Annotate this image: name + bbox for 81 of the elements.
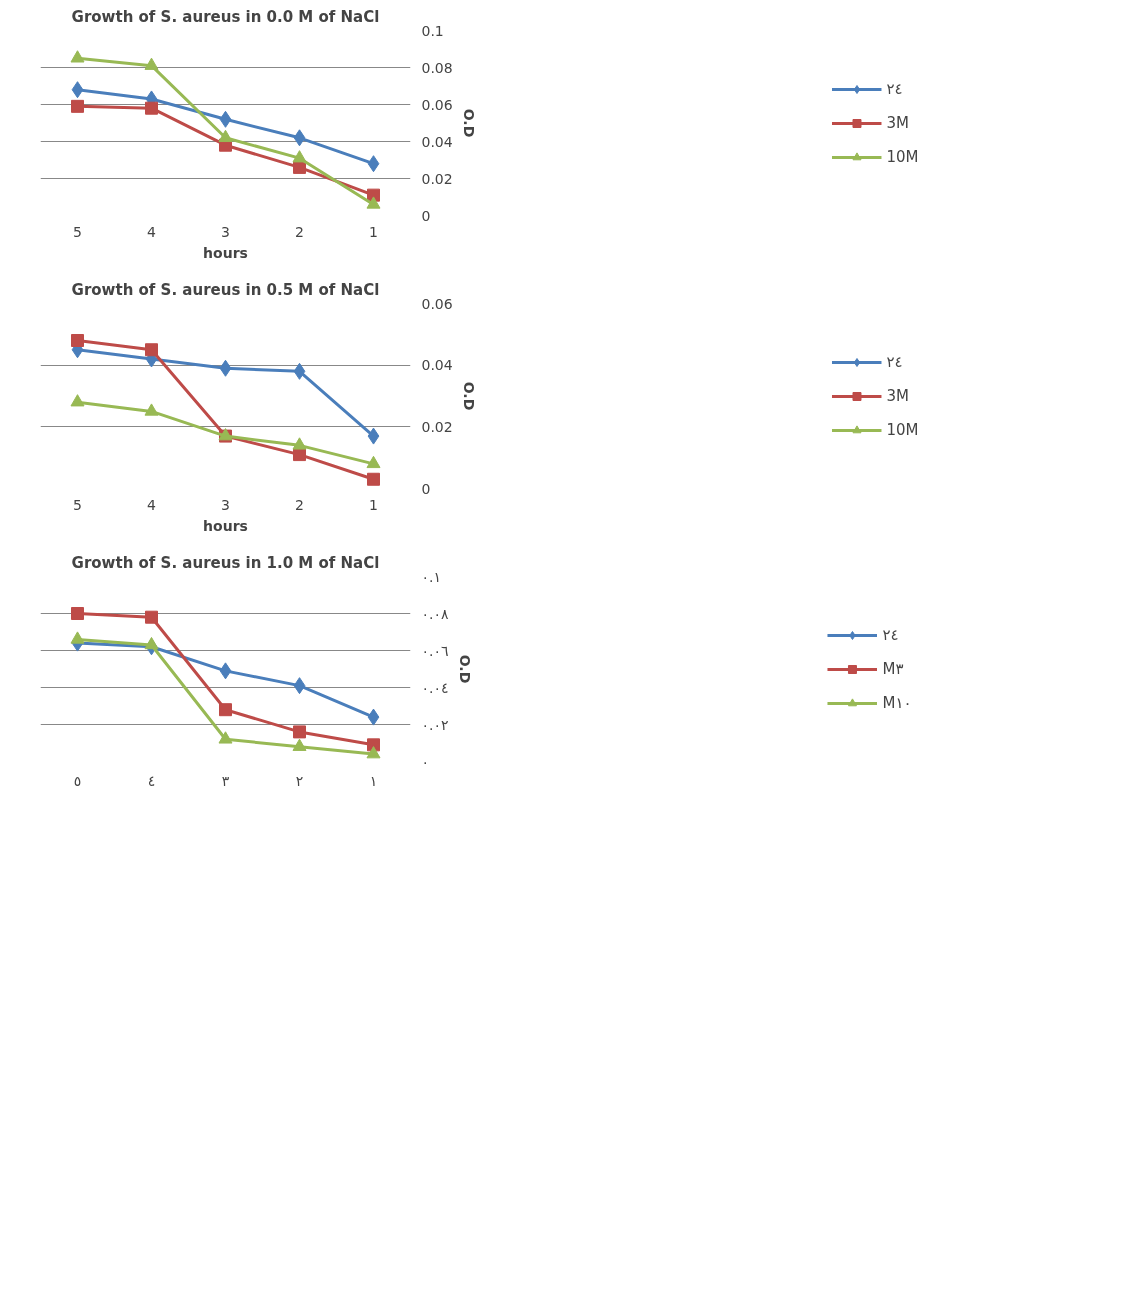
y-tick-label: 0.04	[421, 133, 453, 150]
point	[145, 343, 158, 357]
point	[219, 703, 232, 717]
x-tick-label: 4	[147, 496, 157, 513]
y-tick-label: 0	[421, 207, 431, 224]
point	[70, 631, 85, 644]
point	[367, 472, 380, 486]
legend-label: ٢٤	[882, 625, 900, 644]
y-tick-label: 0.06	[421, 96, 453, 113]
y-axis-title: O.D	[460, 381, 477, 411]
x-tick-label: ٢	[295, 772, 304, 789]
y-tick-label: ٠.٠٢	[421, 716, 449, 733]
chart-title: Growth of S. aureus in 0.0 M of NaCl	[71, 7, 380, 26]
chart-title: Growth of S. aureus in 0.5 M of NaCl	[71, 280, 380, 299]
point	[70, 50, 85, 63]
legend-label: ٢٤	[886, 352, 904, 371]
legend-label: M١٠	[882, 693, 912, 712]
x-tick-label: 1	[369, 496, 378, 513]
x-tick-label: 3	[221, 496, 230, 513]
x-axis-title: hours	[203, 517, 248, 534]
point	[219, 110, 232, 128]
point	[71, 99, 84, 113]
point	[293, 677, 306, 695]
y-tick-label: 0.06	[421, 295, 453, 312]
y-tick-label: ٠.٠٤	[421, 679, 449, 696]
point	[71, 81, 84, 99]
point	[367, 427, 380, 445]
x-tick-label: 5	[73, 496, 82, 513]
point	[70, 394, 85, 407]
legend-label: M٣	[882, 659, 904, 678]
point	[366, 746, 381, 759]
point	[367, 708, 380, 726]
point	[366, 455, 381, 469]
point	[366, 196, 381, 209]
point	[219, 662, 232, 680]
y-tick-label: 0.1	[421, 22, 444, 39]
x-tick-label: ٥	[73, 772, 82, 789]
point	[144, 403, 159, 416]
y-axis-title: O.D	[460, 108, 477, 138]
point	[292, 738, 307, 751]
y-tick-label: ٠	[421, 753, 430, 770]
point	[293, 362, 306, 380]
point	[71, 334, 84, 347]
point	[293, 129, 306, 147]
y-axis-title: O.D	[456, 654, 473, 684]
x-tick-label: 2	[295, 496, 304, 513]
point	[292, 150, 307, 163]
y-tick-label: 0	[421, 480, 431, 497]
y-tick-label: ٠.١	[421, 568, 441, 585]
point	[145, 610, 158, 624]
x-tick-label: ٤	[147, 772, 156, 789]
point	[144, 636, 159, 650]
y-tick-label: 0.02	[421, 418, 453, 435]
legend-label: ٢٤	[886, 79, 904, 98]
point	[367, 155, 380, 173]
x-tick-label: 2	[295, 223, 304, 240]
y-tick-label: ٠.٠٦	[421, 642, 449, 659]
x-axis-title: hours	[203, 244, 248, 261]
legend-label: 10M	[886, 147, 919, 166]
point	[218, 731, 233, 744]
point	[218, 129, 233, 143]
legend-label: 10M	[886, 420, 919, 439]
point	[219, 359, 232, 377]
x-tick-label: ١	[369, 772, 378, 789]
point	[71, 607, 84, 620]
x-tick-label: 5	[73, 223, 82, 240]
y-tick-label: ٠.٠٨	[421, 605, 449, 622]
chart-title: Growth of S. aureus in 1.0 M of NaCl	[71, 553, 380, 572]
point	[144, 57, 159, 70]
legend-label: 3M	[886, 386, 909, 405]
x-tick-label: 4	[147, 223, 157, 240]
y-tick-label: 0.04	[421, 357, 453, 374]
y-tick-label: 0.02	[421, 170, 453, 187]
legend-label: 3M	[886, 113, 909, 132]
point	[292, 437, 307, 450]
point	[293, 725, 306, 739]
x-tick-label: ٣	[221, 772, 230, 789]
x-tick-label: 1	[369, 223, 378, 240]
y-tick-label: 0.08	[421, 59, 453, 76]
x-tick-label: 3	[221, 223, 230, 240]
point	[145, 101, 158, 115]
